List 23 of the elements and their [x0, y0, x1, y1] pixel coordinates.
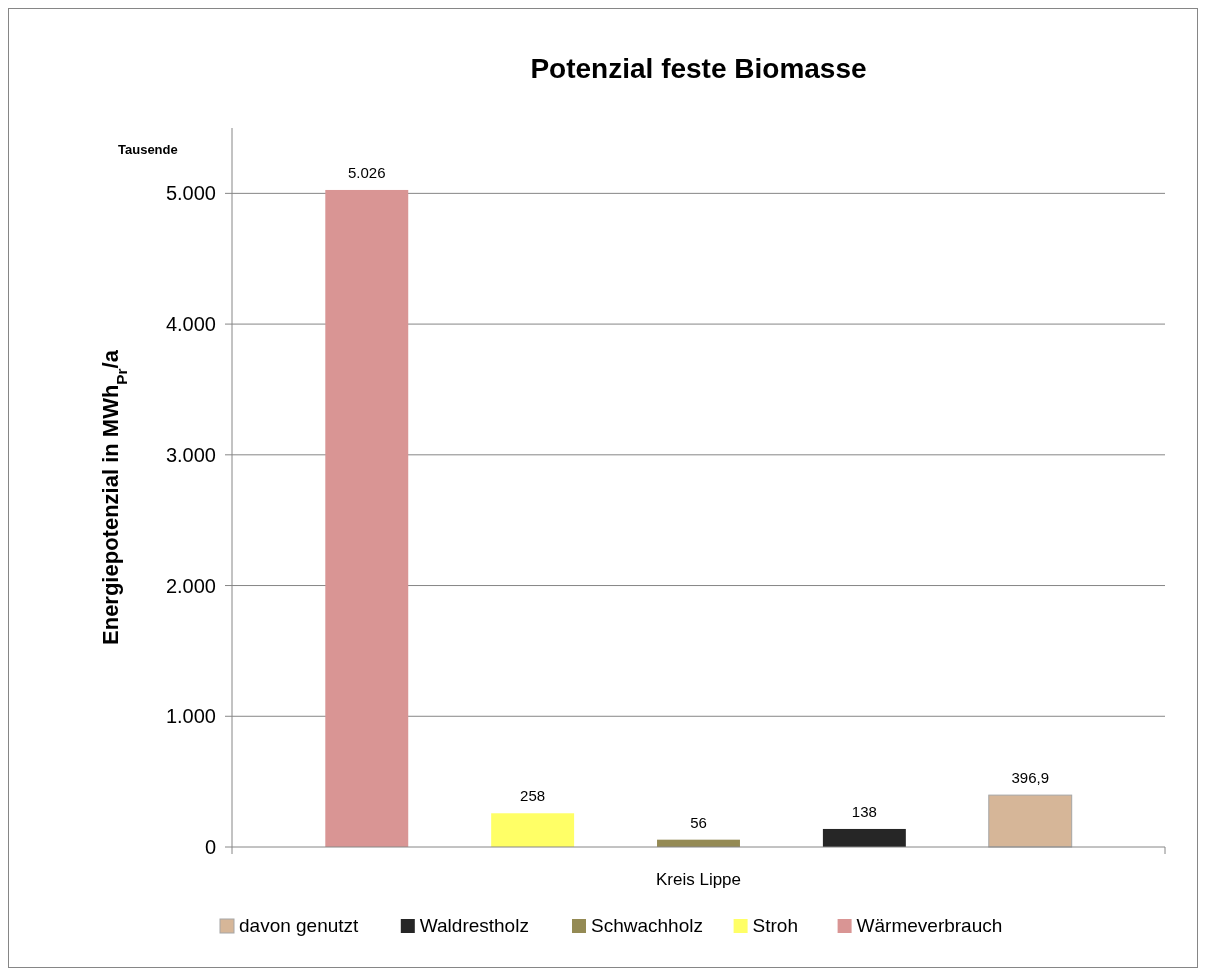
text: Tausende — [118, 142, 178, 157]
data-label: 138 — [851, 802, 877, 820]
legend-label: Wärmeverbrauch — [856, 915, 1003, 936]
x-axis-title: Kreis Lippe — [655, 870, 742, 889]
legend-label: Waldrestholz — [419, 915, 529, 936]
legend-label: Schwachholz — [591, 915, 703, 936]
legend-label: Stroh — [752, 915, 799, 936]
data-label: 5.026 — [347, 163, 386, 181]
y-tick-label: 2.000 — [165, 574, 216, 597]
data-label: 396,9 — [1011, 769, 1050, 787]
bar — [988, 794, 1073, 848]
bar — [491, 813, 575, 847]
y-tick-label: 1.000 — [165, 705, 216, 728]
y-tick-label: 3.000 — [165, 443, 216, 466]
legend-label: davon genutzt — [239, 915, 360, 936]
chart-title: Potenzial feste Biomasse — [530, 53, 867, 84]
data-label: 56 — [690, 813, 707, 831]
y-tick-label: 0 — [204, 836, 216, 858]
y-tick-label: 5.000 — [165, 182, 216, 205]
data-label: 258 — [520, 787, 546, 805]
bar — [822, 828, 906, 847]
y-tick-label: 4.000 — [165, 313, 216, 336]
bar — [325, 189, 409, 847]
